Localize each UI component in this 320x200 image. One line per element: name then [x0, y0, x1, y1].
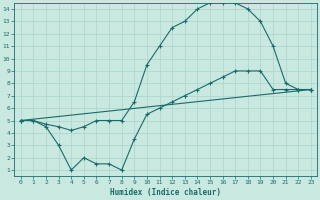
X-axis label: Humidex (Indice chaleur): Humidex (Indice chaleur)	[110, 188, 221, 197]
